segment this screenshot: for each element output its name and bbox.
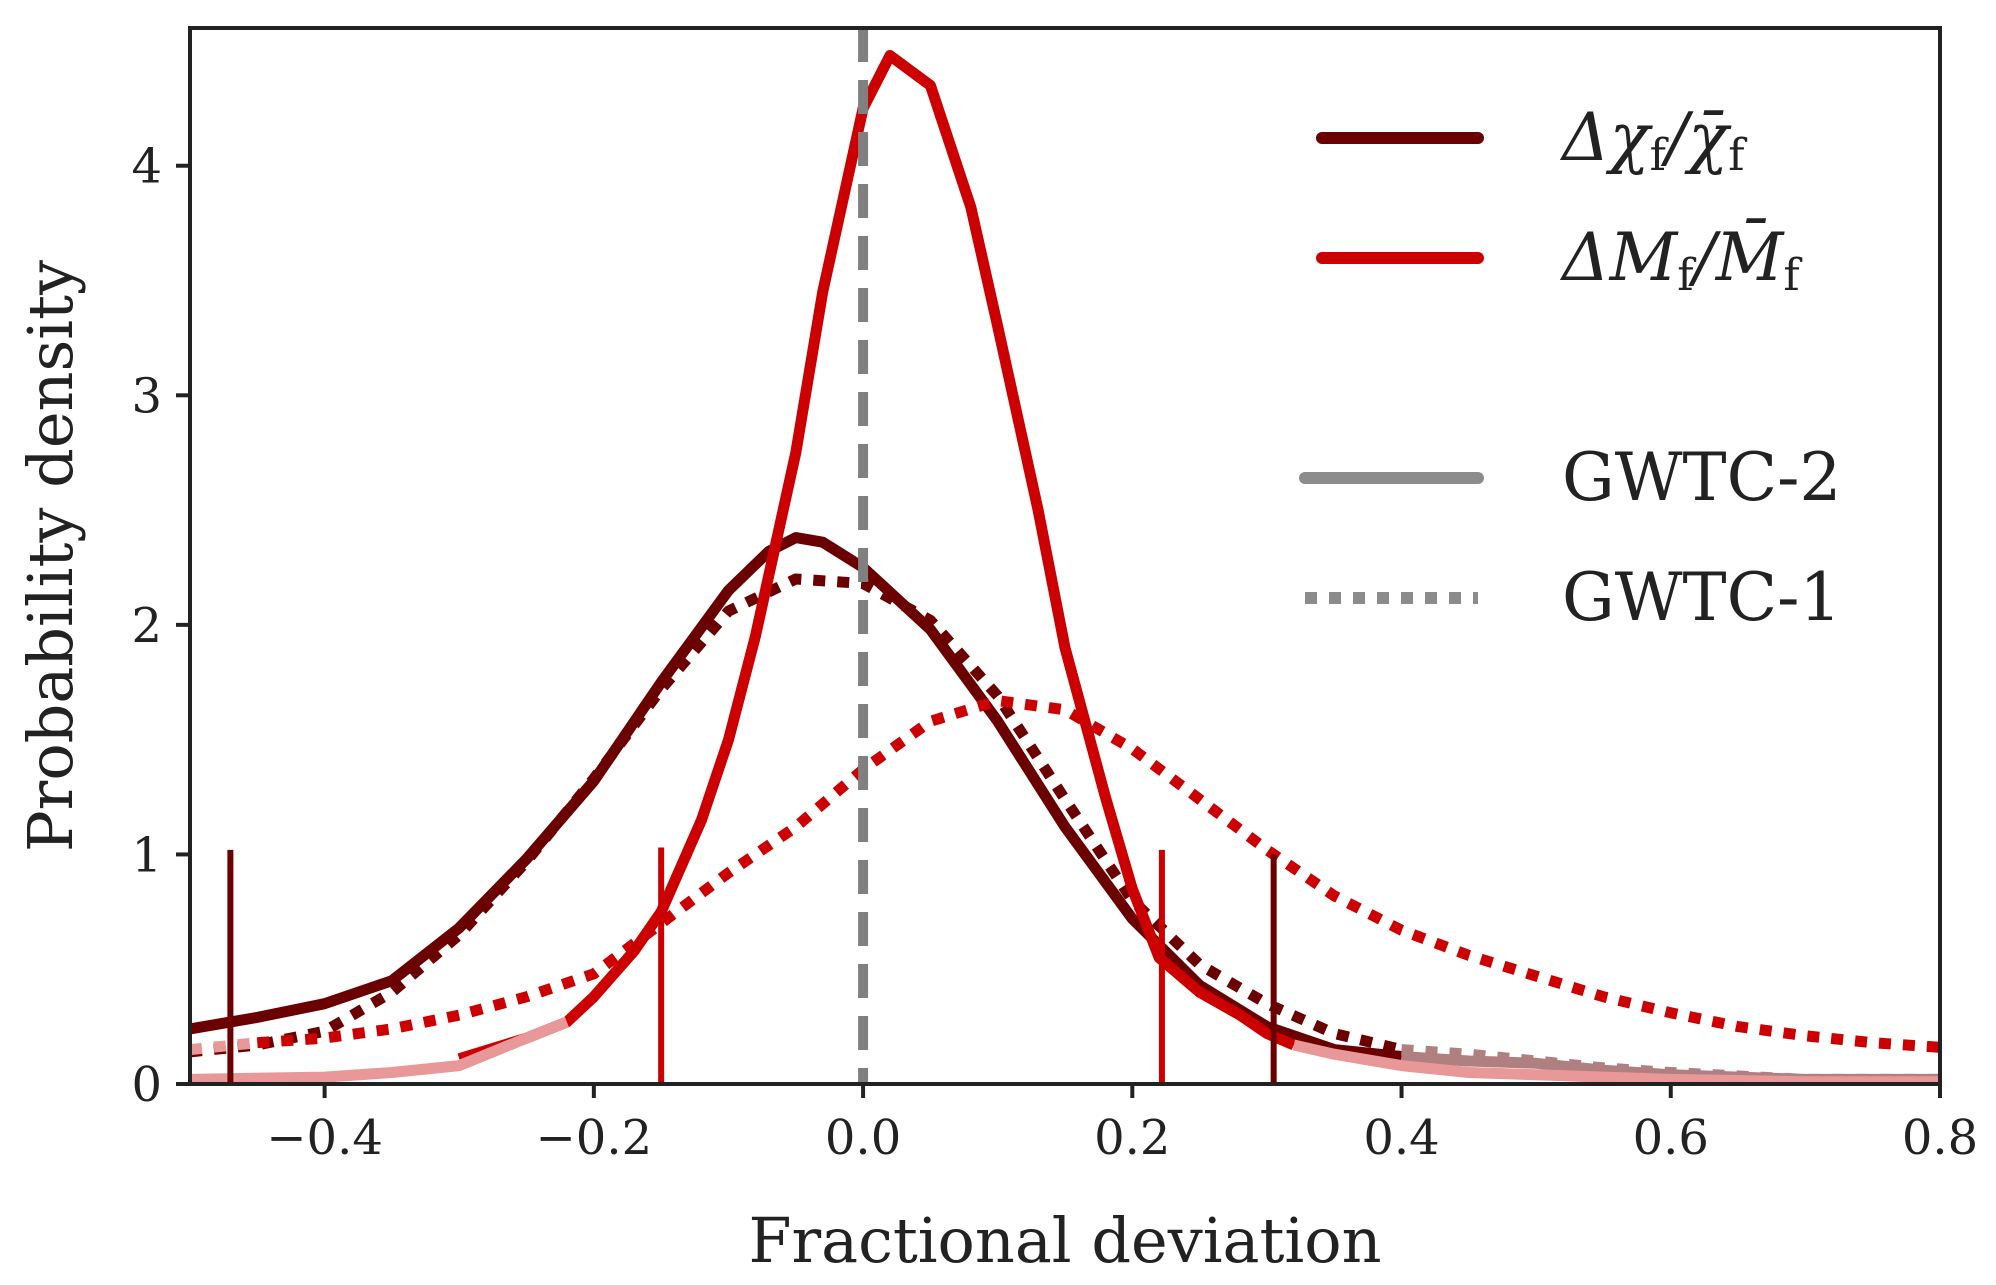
y-tick-label: 3 (131, 368, 162, 424)
x-axis: −0.4 −0.2 0.0 0.2 0.4 0.6 0.8 (266, 1084, 1978, 1166)
x-tick-label: 0.8 (1902, 1110, 1978, 1166)
series-line-0 (190, 532, 1403, 1062)
axes-frame (188, 26, 1942, 1086)
y-tick-label: 2 (131, 598, 162, 654)
legend-label-mass: ΔMf/M̄f (1559, 219, 1802, 301)
x-tick-label: −0.2 (536, 1110, 653, 1166)
series-line-5 (190, 1016, 569, 1084)
x-tick-label: 0.0 (825, 1110, 901, 1166)
y-axis: 0 1 2 3 4 (131, 139, 190, 1113)
series-line-3 (1401, 1044, 1940, 1084)
legend: Δχf/χ̄f ΔMf/M̄f GWTC-2 GWTC-1 (1299, 99, 1841, 636)
series-line-8 (190, 1037, 258, 1056)
series-line-2 (190, 573, 1403, 1058)
x-axis-label: Fractional deviation (748, 1204, 1381, 1277)
x-tick-label: 0.4 (1363, 1110, 1439, 1166)
x-tick-label: −0.4 (266, 1110, 383, 1166)
y-tick-label: 4 (131, 139, 162, 195)
legend-label-gwtc2: GWTC-2 (1562, 439, 1841, 516)
series-line-7 (256, 695, 1940, 1053)
y-axis-label: Probability density (14, 260, 87, 852)
legend-label-gwtc1: GWTC-1 (1562, 559, 1841, 636)
series-line-6 (1292, 1039, 1940, 1084)
y-tick-label: 0 (131, 1057, 162, 1113)
x-tick-label: 0.2 (1094, 1110, 1170, 1166)
plot-area (190, 28, 1940, 1084)
x-tick-label: 0.6 (1633, 1110, 1709, 1166)
y-tick-label: 1 (131, 827, 162, 883)
legend-label-chi: Δχf/χ̄f (1559, 99, 1747, 181)
